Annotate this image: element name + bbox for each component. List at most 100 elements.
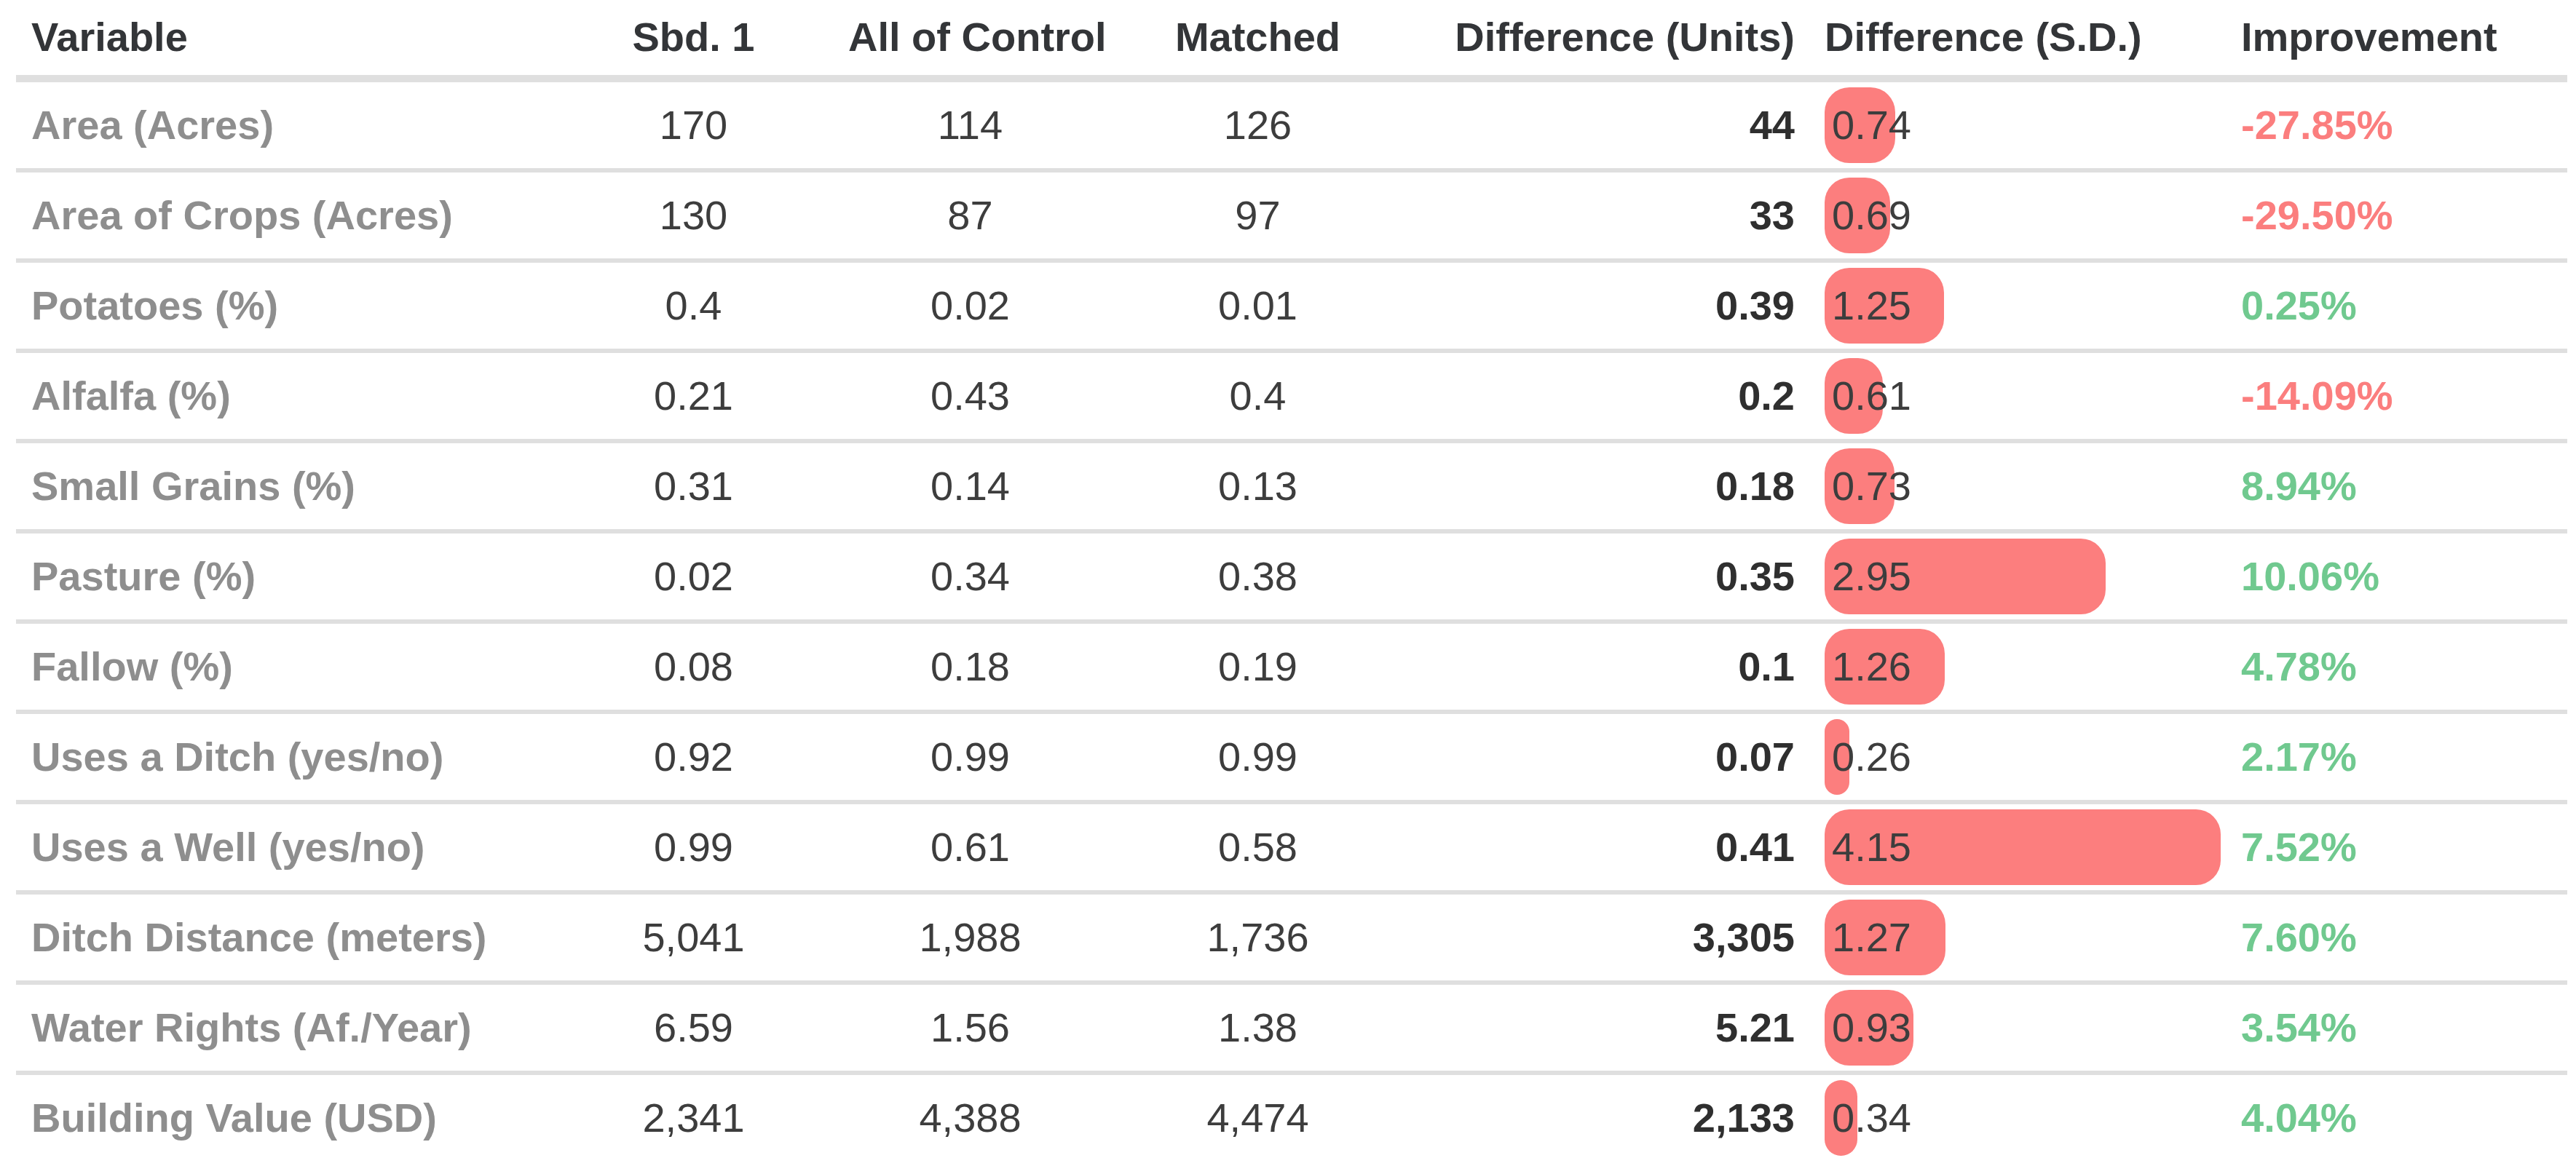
difference-units-value: 3,305: [1423, 914, 1795, 961]
column-header-all-of-control: All of Control: [848, 14, 1092, 60]
improvement-value: -14.09%: [2241, 373, 2567, 419]
all-of-control-value: 114: [848, 102, 1092, 148]
variable-label: Building Value (USD): [16, 1095, 539, 1141]
column-header-sbd1: Sbd. 1: [539, 14, 848, 60]
all-of-control-value: 0.99: [848, 734, 1092, 780]
matched-value: 0.38: [1092, 553, 1423, 600]
sbd1-value: 6.59: [539, 1004, 848, 1051]
difference-sd-cell: 0.93: [1795, 1004, 2241, 1051]
column-header-variable: Variable: [16, 14, 539, 60]
variable-label: Area of Crops (Acres): [16, 192, 539, 239]
variable-label: Pasture (%): [16, 553, 539, 600]
all-of-control-value: 4,388: [848, 1095, 1092, 1141]
difference-units-value: 0.07: [1423, 734, 1795, 780]
difference-sd-value: 0.74: [1825, 102, 1911, 148]
difference-sd-value: 0.26: [1825, 734, 1911, 780]
variable-label: Small Grains (%): [16, 463, 539, 509]
difference-units-value: 33: [1423, 192, 1795, 239]
difference-units-value: 0.39: [1423, 282, 1795, 329]
difference-sd-cell: 0.73: [1795, 463, 2241, 509]
matched-value: 0.01: [1092, 282, 1423, 329]
matched-value: 1.38: [1092, 1004, 1423, 1051]
all-of-control-value: 87: [848, 192, 1092, 239]
difference-sd-cell: 2.95: [1795, 553, 2241, 600]
difference-sd-cell: 1.27: [1795, 914, 2241, 961]
difference-sd-cell: 1.25: [1795, 282, 2241, 329]
all-of-control-value: 0.02: [848, 282, 1092, 329]
improvement-value: -29.50%: [2241, 192, 2567, 239]
improvement-value: 7.52%: [2241, 824, 2567, 870]
covariate-balance-table: Variable Sbd. 1 All of Control Matched D…: [0, 0, 2576, 1161]
sbd1-value: 0.92: [539, 734, 848, 780]
difference-sd-value: 4.15: [1825, 824, 1911, 870]
variable-label: Area (Acres): [16, 102, 539, 148]
all-of-control-value: 0.14: [848, 463, 1092, 509]
difference-sd-cell: 0.26: [1795, 734, 2241, 780]
table-row: Potatoes (%) 0.4 0.02 0.01 0.39 1.25 0.2…: [16, 263, 2567, 353]
all-of-control-value: 0.61: [848, 824, 1092, 870]
variable-label: Ditch Distance (meters): [16, 914, 539, 961]
matched-value: 97: [1092, 192, 1423, 239]
sbd1-value: 0.99: [539, 824, 848, 870]
difference-sd-cell: 0.69: [1795, 192, 2241, 239]
table-row: Area of Crops (Acres) 130 87 97 33 0.69 …: [16, 172, 2567, 263]
table-row: Uses a Ditch (yes/no) 0.92 0.99 0.99 0.0…: [16, 714, 2567, 804]
improvement-value: 8.94%: [2241, 463, 2567, 509]
table-row: Area (Acres) 170 114 126 44 0.74 -27.85%: [16, 82, 2567, 172]
table-row: Alfalfa (%) 0.21 0.43 0.4 0.2 0.61 -14.0…: [16, 353, 2567, 443]
difference-sd-cell: 0.74: [1795, 102, 2241, 148]
all-of-control-value: 0.34: [848, 553, 1092, 600]
improvement-value: 4.78%: [2241, 643, 2567, 690]
matched-value: 126: [1092, 102, 1423, 148]
difference-sd-cell: 0.34: [1795, 1095, 2241, 1141]
improvement-value: 7.60%: [2241, 914, 2567, 961]
table-row: Uses a Well (yes/no) 0.99 0.61 0.58 0.41…: [16, 804, 2567, 895]
variable-label: Potatoes (%): [16, 282, 539, 329]
difference-sd-value: 0.34: [1825, 1095, 1911, 1141]
difference-sd-cell: 0.61: [1795, 373, 2241, 419]
difference-units-value: 5.21: [1423, 1004, 1795, 1051]
all-of-control-value: 1,988: [848, 914, 1092, 961]
difference-units-value: 0.2: [1423, 373, 1795, 419]
improvement-value: 10.06%: [2241, 553, 2567, 600]
variable-label: Water Rights (Af./Year): [16, 1004, 539, 1051]
all-of-control-value: 0.43: [848, 373, 1092, 419]
improvement-value: 4.04%: [2241, 1095, 2567, 1141]
table-row: Water Rights (Af./Year) 6.59 1.56 1.38 5…: [16, 985, 2567, 1075]
matched-value: 0.99: [1092, 734, 1423, 780]
matched-value: 4,474: [1092, 1095, 1423, 1141]
improvement-value: -27.85%: [2241, 102, 2567, 148]
improvement-value: 2.17%: [2241, 734, 2567, 780]
difference-sd-value: 1.26: [1825, 643, 1911, 690]
all-of-control-value: 1.56: [848, 1004, 1092, 1051]
sbd1-value: 0.21: [539, 373, 848, 419]
table-header-row: Variable Sbd. 1 All of Control Matched D…: [16, 0, 2567, 82]
improvement-value: 3.54%: [2241, 1004, 2567, 1051]
matched-value: 1,736: [1092, 914, 1423, 961]
column-header-improvement: Improvement: [2241, 14, 2567, 60]
table-row: Ditch Distance (meters) 5,041 1,988 1,73…: [16, 895, 2567, 985]
matched-value: 0.13: [1092, 463, 1423, 509]
difference-sd-value: 0.61: [1825, 373, 1911, 419]
variable-label: Uses a Well (yes/no): [16, 824, 539, 870]
difference-sd-value: 1.25: [1825, 282, 1911, 329]
difference-sd-cell: 4.15: [1795, 824, 2241, 870]
table-row: Building Value (USD) 2,341 4,388 4,474 2…: [16, 1075, 2567, 1161]
table-row: Pasture (%) 0.02 0.34 0.38 0.35 2.95 10.…: [16, 534, 2567, 624]
difference-sd-value: 0.69: [1825, 192, 1911, 239]
sbd1-value: 0.02: [539, 553, 848, 600]
difference-units-value: 44: [1423, 102, 1795, 148]
all-of-control-value: 0.18: [848, 643, 1092, 690]
difference-sd-value: 0.93: [1825, 1004, 1911, 1051]
table-row: Fallow (%) 0.08 0.18 0.19 0.1 1.26 4.78%: [16, 624, 2567, 714]
matched-value: 0.4: [1092, 373, 1423, 419]
difference-units-value: 0.35: [1423, 553, 1795, 600]
matched-value: 0.19: [1092, 643, 1423, 690]
difference-sd-value: 1.27: [1825, 914, 1911, 961]
variable-label: Alfalfa (%): [16, 373, 539, 419]
improvement-value: 0.25%: [2241, 282, 2567, 329]
difference-sd-value: 2.95: [1825, 553, 1911, 600]
sbd1-value: 130: [539, 192, 848, 239]
difference-units-value: 0.1: [1423, 643, 1795, 690]
matched-value: 0.58: [1092, 824, 1423, 870]
